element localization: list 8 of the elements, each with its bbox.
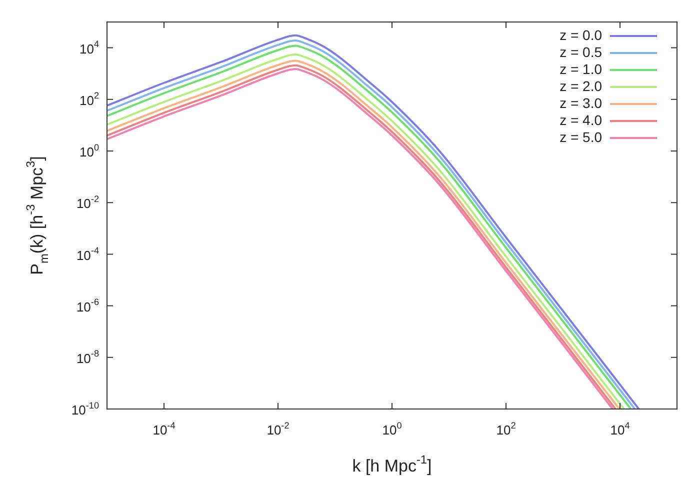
legend-label: z = 5.0 xyxy=(560,128,602,145)
legend-label: z = 1.0 xyxy=(560,60,602,77)
legend-label: z = 0.5 xyxy=(560,44,602,60)
legend-label: z = 4.0 xyxy=(560,112,602,128)
legend-label: z = 3.0 xyxy=(560,94,602,111)
legend-label: z = 0.0 xyxy=(560,26,602,43)
y-axis-title: Pm(k) [h-3 Mpc3] xyxy=(23,156,52,275)
legend-label: z = 2.0 xyxy=(560,78,602,94)
